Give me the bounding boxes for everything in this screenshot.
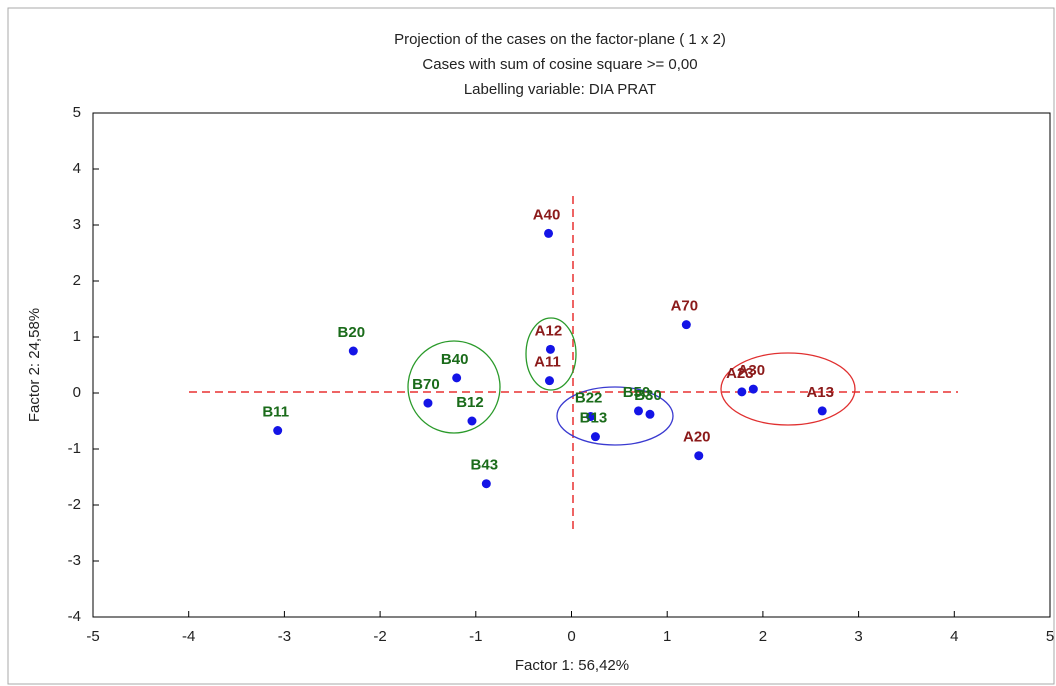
point — [590, 432, 600, 442]
point-label: B20 — [338, 324, 366, 341]
x-tick-label: 0 — [567, 628, 575, 645]
point-label: B43 — [471, 457, 499, 474]
y-tick-label: -4 — [68, 608, 81, 625]
group-ellipse — [556, 386, 674, 446]
point — [423, 398, 433, 408]
x-tick-label: -3 — [278, 628, 291, 645]
y-tick-label: 5 — [73, 104, 81, 121]
y-tick-label: -3 — [68, 552, 81, 569]
y-tick-label: 3 — [73, 216, 81, 233]
chart-caption: Labelling variable: DIA PRAT — [464, 81, 656, 98]
point — [586, 412, 596, 422]
x-tick-label: -2 — [373, 628, 386, 645]
point-label: A20 — [683, 429, 711, 446]
point — [817, 406, 827, 416]
point — [467, 416, 477, 426]
frame — [7, 7, 1055, 685]
point — [681, 320, 691, 330]
group-ellipse — [525, 317, 577, 391]
y-tick-label: -2 — [68, 496, 81, 513]
y-tick-label: 1 — [73, 328, 81, 345]
y-axis-label: Factor 2: 24,58% — [26, 308, 43, 422]
group-ellipse — [407, 340, 501, 434]
point-label: B12 — [456, 394, 484, 411]
point — [348, 346, 358, 356]
x-tick-label: 3 — [854, 628, 862, 645]
point — [748, 384, 758, 394]
point — [694, 451, 704, 461]
y-tick-label: 2 — [73, 272, 81, 289]
x-axis-label: Factor 1: 56,42% — [515, 657, 629, 674]
x-tick-label: 2 — [759, 628, 767, 645]
point-label: B13 — [580, 410, 608, 427]
point-label: A11 — [534, 354, 561, 371]
y-tick-label: 4 — [73, 160, 81, 177]
point-label: B11 — [262, 403, 289, 420]
group-ellipse — [720, 352, 856, 426]
x-tick-label: 5 — [1046, 628, 1054, 645]
point-label: A40 — [533, 206, 561, 223]
point — [645, 409, 655, 419]
x-tick-label: -5 — [86, 628, 99, 645]
point-label: A70 — [671, 298, 699, 315]
point — [544, 376, 554, 386]
point-label: B50 — [623, 384, 651, 401]
x-tick-label: -4 — [182, 628, 195, 645]
x-tick-label: 1 — [663, 628, 671, 645]
point-label: A13 — [806, 384, 834, 401]
x-tick-label: -1 — [469, 628, 482, 645]
point-label: B22 — [575, 389, 603, 406]
point-label: B40 — [441, 351, 469, 368]
point — [545, 344, 555, 354]
point — [481, 479, 491, 489]
chart-title: Projection of the cases on the factor-pl… — [394, 31, 726, 48]
point — [273, 426, 283, 436]
point-label: A12 — [535, 322, 563, 339]
point-label: B70 — [412, 376, 440, 393]
y-tick-label: -1 — [68, 440, 81, 457]
point — [633, 406, 643, 416]
plot-area — [92, 112, 1051, 618]
point-label: A23 — [726, 365, 754, 382]
x-tick-label: 4 — [950, 628, 958, 645]
point — [544, 228, 554, 238]
point — [452, 373, 462, 383]
point-label: B30 — [634, 387, 662, 404]
y-tick-label: 0 — [73, 384, 81, 401]
point-label: A30 — [738, 362, 766, 379]
chart-subtitle: Cases with sum of cosine square >= 0,00 — [422, 56, 697, 73]
point — [737, 387, 747, 397]
